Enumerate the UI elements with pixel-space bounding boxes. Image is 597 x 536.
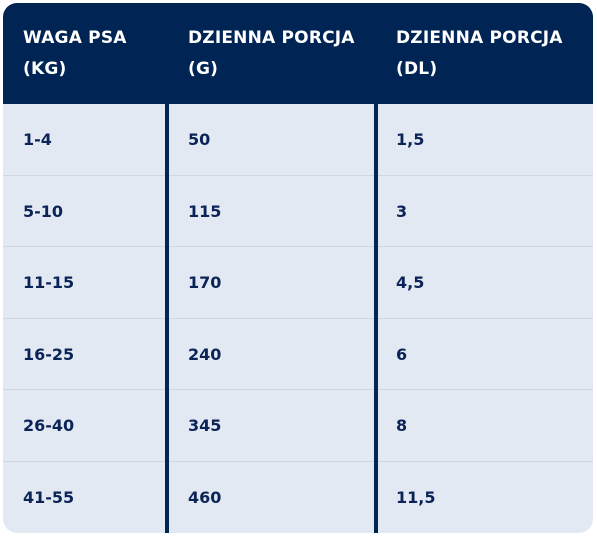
cell-portion-grams: 460 <box>188 487 222 507</box>
cell-portion-dl: 1,5 <box>396 130 425 149</box>
feeding-table: WAGA PSA (KG) DZIENNA PORCJA (G) DZIENNA… <box>3 3 593 533</box>
table-row: 1-4 50 1,5 <box>3 104 593 176</box>
cell-weight: 5-10 <box>23 201 64 221</box>
cell-portion-grams: 345 <box>188 416 222 435</box>
header-daily-portion-dl: DZIENNA PORCJA (DL) <box>396 23 563 85</box>
table-body: 1-4 50 1,5 5-10 115 3 11-15 170 4,5 16-2… <box>3 104 593 533</box>
table-row: 41-55 460 11,5 <box>3 462 593 534</box>
header-daily-portion-dl-label: DZIENNA PORCJA <box>396 28 563 48</box>
header-daily-portion-grams-label: DZIENNA PORCJA <box>188 28 355 48</box>
column-divider <box>374 104 378 533</box>
cell-portion-grams: 240 <box>188 344 222 364</box>
table-row: 16-25 240 6 <box>3 319 593 390</box>
cell-portion-grams: 115 <box>188 201 222 221</box>
header-daily-portion-dl-unit: (DL) <box>396 59 438 79</box>
table-header-row: WAGA PSA (KG) DZIENNA PORCJA (G) DZIENNA… <box>3 3 593 104</box>
table-row: 26-40 345 8 <box>3 390 593 462</box>
header-dog-weight-label: WAGA PSA <box>23 28 127 48</box>
column-divider <box>165 104 169 533</box>
cell-weight: 26-40 <box>23 416 75 435</box>
cell-portion-dl: 8 <box>396 416 408 435</box>
row-divider <box>3 317 593 319</box>
table-row: 11-15 170 4,5 <box>3 247 593 319</box>
cell-weight: 16-25 <box>23 344 75 364</box>
cell-portion-dl: 6 <box>396 344 408 364</box>
cell-weight: 11-15 <box>23 273 75 292</box>
cell-portion-grams: 170 <box>188 273 222 292</box>
table-row: 5-10 115 3 <box>3 176 593 247</box>
row-divider <box>3 246 593 247</box>
cell-portion-dl: 11,5 <box>396 487 436 507</box>
row-divider <box>3 389 593 390</box>
header-dog-weight: WAGA PSA (KG) <box>23 23 127 85</box>
cell-weight: 41-55 <box>23 487 75 507</box>
header-daily-portion-grams: DZIENNA PORCJA (G) <box>188 23 355 85</box>
row-divider <box>3 174 593 176</box>
cell-portion-grams: 50 <box>188 130 211 149</box>
header-daily-portion-grams-unit: (G) <box>188 59 219 79</box>
cell-portion-dl: 3 <box>396 201 408 221</box>
header-dog-weight-unit: (KG) <box>23 59 67 79</box>
cell-weight: 1-4 <box>23 130 52 149</box>
cell-portion-dl: 4,5 <box>396 273 425 292</box>
row-divider <box>3 460 593 462</box>
